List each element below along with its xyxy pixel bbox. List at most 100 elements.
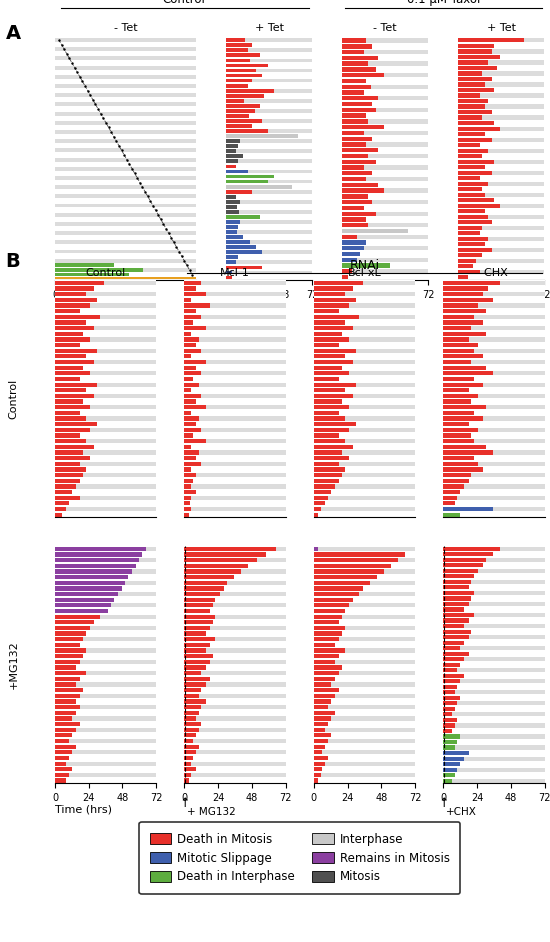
Bar bbox=[55, 609, 156, 613]
Bar bbox=[55, 733, 156, 738]
Point bbox=[130, 166, 139, 181]
Bar bbox=[342, 125, 428, 129]
Bar bbox=[314, 495, 415, 500]
Bar bbox=[314, 490, 415, 495]
Bar bbox=[226, 195, 235, 199]
Bar bbox=[443, 723, 544, 727]
Bar bbox=[184, 642, 210, 647]
Bar bbox=[314, 326, 415, 331]
Bar bbox=[458, 269, 480, 274]
Bar bbox=[184, 445, 191, 449]
Bar bbox=[184, 676, 285, 681]
Bar bbox=[184, 501, 190, 506]
Bar bbox=[184, 399, 285, 404]
Bar bbox=[443, 745, 455, 750]
Bar bbox=[314, 597, 353, 602]
Bar bbox=[443, 473, 544, 478]
Bar bbox=[342, 258, 428, 262]
Text: Control: Control bbox=[162, 0, 205, 6]
Bar bbox=[314, 614, 342, 619]
Bar bbox=[443, 706, 544, 711]
Bar bbox=[55, 315, 100, 319]
Bar bbox=[55, 93, 196, 97]
Bar bbox=[184, 727, 285, 732]
Bar bbox=[226, 144, 238, 148]
Bar bbox=[314, 682, 331, 687]
Bar bbox=[55, 382, 97, 387]
Bar bbox=[55, 281, 156, 285]
Bar bbox=[342, 96, 378, 101]
Bar bbox=[443, 501, 455, 506]
Bar bbox=[184, 490, 196, 495]
Bar bbox=[55, 292, 86, 297]
Bar bbox=[443, 495, 544, 500]
Bar bbox=[55, 194, 196, 199]
Bar bbox=[458, 110, 544, 114]
Bar bbox=[226, 43, 312, 47]
Bar bbox=[184, 349, 285, 353]
Bar bbox=[184, 315, 201, 319]
Bar bbox=[184, 484, 285, 489]
Bar bbox=[458, 77, 544, 81]
Bar bbox=[55, 377, 156, 382]
Bar bbox=[342, 240, 366, 245]
Bar bbox=[443, 416, 544, 421]
Point bbox=[148, 198, 157, 213]
Bar bbox=[184, 501, 285, 506]
Bar bbox=[443, 512, 544, 517]
Bar bbox=[314, 575, 415, 579]
Bar bbox=[443, 507, 493, 512]
Bar bbox=[55, 125, 196, 129]
Bar bbox=[458, 88, 494, 92]
Bar bbox=[184, 388, 191, 393]
Bar bbox=[55, 490, 156, 495]
Bar bbox=[55, 716, 156, 721]
Bar bbox=[443, 706, 455, 711]
Bar bbox=[458, 55, 544, 59]
Bar bbox=[314, 286, 353, 291]
Bar bbox=[226, 245, 312, 249]
Bar bbox=[184, 433, 285, 438]
Bar bbox=[226, 266, 262, 269]
Bar bbox=[443, 751, 469, 755]
Bar bbox=[458, 236, 544, 241]
Bar bbox=[184, 439, 206, 444]
Bar bbox=[314, 399, 342, 404]
Bar bbox=[342, 142, 428, 147]
Bar bbox=[443, 445, 544, 449]
Bar bbox=[226, 165, 312, 169]
Bar bbox=[55, 320, 86, 325]
Bar bbox=[443, 558, 486, 561]
Bar bbox=[55, 365, 83, 370]
Bar bbox=[443, 602, 544, 606]
Bar bbox=[184, 546, 276, 551]
Bar bbox=[443, 450, 493, 455]
Bar bbox=[55, 71, 196, 74]
Bar bbox=[226, 124, 252, 128]
Bar bbox=[55, 705, 156, 709]
Bar bbox=[55, 580, 125, 585]
Bar bbox=[184, 445, 285, 449]
Bar bbox=[443, 580, 471, 584]
Bar bbox=[226, 200, 240, 203]
Point bbox=[99, 110, 108, 125]
Bar bbox=[226, 159, 238, 163]
Bar bbox=[443, 552, 493, 557]
Bar bbox=[55, 298, 97, 302]
Bar bbox=[342, 194, 369, 199]
Bar bbox=[458, 159, 494, 164]
Bar bbox=[458, 116, 544, 120]
Bar bbox=[226, 266, 312, 269]
Bar bbox=[55, 286, 156, 291]
Bar bbox=[443, 473, 471, 478]
Bar bbox=[314, 597, 415, 602]
Bar bbox=[342, 67, 376, 72]
Bar bbox=[55, 558, 139, 562]
Bar bbox=[226, 236, 312, 239]
Bar bbox=[226, 200, 312, 203]
Bar bbox=[314, 507, 321, 512]
Bar bbox=[314, 416, 415, 421]
Bar bbox=[226, 189, 312, 193]
Bar bbox=[226, 205, 312, 209]
Bar bbox=[314, 337, 349, 342]
